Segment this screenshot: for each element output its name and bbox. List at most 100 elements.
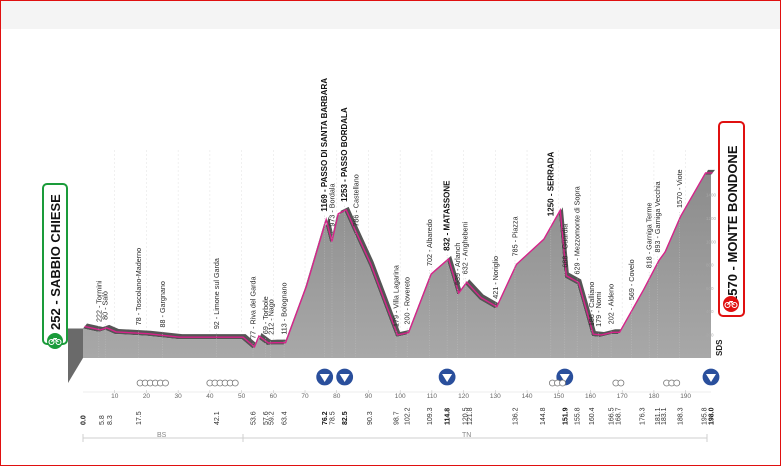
x-tick-label: 70 [301,393,309,400]
location-label: 186 - Calliano [587,282,596,326]
top-band [1,1,780,29]
km-label: 144.8 [540,407,547,425]
km-label: 151.9 [562,407,569,425]
km-label: 188.3 [678,407,685,425]
altitude-scale-tick: 1400 [706,193,717,198]
altitude-scale-tick: 1200 [706,216,717,221]
gpm-marker-arrow [319,374,330,382]
location-label: 421 - Noriglio [491,256,500,299]
location-label: 1250 - SERRADA [546,152,555,217]
km-label: 198.0 [709,407,716,425]
km-label: 181.1 [655,407,662,425]
km-label: 155.8 [575,407,582,425]
km-label: 121.8 [467,407,474,425]
km-label: 195.8 [702,407,709,425]
x-tick-label: 80 [333,393,341,400]
sprint-marker [231,379,239,387]
km-label: 59.2 [268,411,275,425]
location-label: 1253 - PASSO BORDALA [340,107,349,202]
x-tick-label: 100 [395,393,406,400]
x-tick-label: 30 [175,393,183,400]
profile-side-wall [83,169,715,349]
location-label: 113 - Bolognano [280,282,289,334]
altitude-scale-tick: 600 [706,286,714,291]
km-label: 120.5 [463,407,470,425]
km-label: 102.2 [405,407,412,425]
location-label: 92 - Limone sul Garda [212,258,221,329]
altitude-scale-tick: 400 [706,309,714,314]
km-label: 78.5 [329,411,336,425]
x-tick-label: 20 [143,393,151,400]
gpm-marker-arrow [442,374,453,382]
km-label: 176.3 [640,407,647,425]
x-tick-label: 40 [206,393,214,400]
location-label: 88 - Gargnano [158,281,167,327]
location-label: 80 - Salò [101,291,110,320]
location-label: 973 - Bordala [327,184,336,227]
location-label: 832 - MATASSONE [443,180,452,251]
km-label: 160.4 [589,407,596,425]
km-label: 63.4 [282,411,289,425]
location-leaders [98,205,680,358]
km-label: 90.3 [367,411,374,425]
location-label: 569 - Covelo [627,259,636,300]
location-label: 786 - Castellano [351,174,360,226]
province-bar: BS TN [82,432,708,442]
province-tn: TN [462,432,471,439]
gpm-marker-arrow [339,374,350,382]
location-label: 179 - Villa Lagarina [392,265,401,327]
altitude-scale-tick: 200 [706,333,714,338]
gpm-marker-arrow [706,374,716,382]
km-label: 183.1 [661,407,668,425]
location-label: 702 - Albaredo [425,219,434,266]
start-block [68,328,83,383]
location-label: 200 - Rovereto [403,277,412,325]
location-label: 78 - Toscolano-Maderno [134,248,143,325]
sprint-marker [673,379,681,387]
location-label: 539 - Arlanch [453,243,462,285]
sprint-marker [162,379,169,387]
x-tick-label: 180 [648,393,659,400]
altitude-scale: 200 400 600 800 1000 1200 1400 [706,193,717,338]
location-label: 69 - Torbole [261,296,270,334]
location-label: 632 - Anghebeni [461,221,470,274]
km-label: 82.5 [342,411,349,425]
altitude-scale-tick: 1000 [706,239,717,244]
location-label: 893 - Garniga Vecchia [653,181,662,252]
x-tick-label: 190 [680,393,691,400]
x-tick-label: 10 [111,393,119,400]
km-label: 168.7 [616,407,623,425]
sprint-marker [559,379,566,387]
x-tick-label: 110 [427,393,438,400]
x-tick-label: 90 [365,393,373,400]
km-label: 57.6 [263,411,270,425]
x-tick-label: 60 [270,393,278,400]
location-label: 222 - Tormini [94,280,103,322]
location-label: 688 - Guardia [560,224,569,268]
x-tick-label: 130 [490,393,501,400]
sprint-markers [136,379,681,387]
province-bs: BS [157,432,167,439]
km-label: 8.3 [107,415,114,425]
km-labels: 0.0 5.8 8.3 17.5 42.1 53.6 57.659.2 63.4 76.2 78.… [81,407,716,425]
location-label: 179 - Nomi [594,291,603,327]
km-label: 136.2 [512,407,519,425]
x-tick-label: 170 [617,393,628,400]
finish-label: 1570 - MONTE BONDONE [725,145,740,303]
km-label: 42.1 [214,411,221,425]
altitude-scale-tick: 800 [706,263,714,268]
location-label: 77 - Riva del Garda [249,277,258,339]
location-label: 818 - Garniga Terme [645,202,654,268]
km-label: 5.8 [99,415,106,425]
start-badge: 252 - SABBIO CHIESE [42,183,68,349]
x-tick-label: 140 [522,393,533,400]
x-tick-label: 50 [238,393,246,400]
km-label: 166.5 [609,407,616,425]
sprint-marker [617,379,625,387]
gpm-marker-arrow [559,374,570,382]
finish-badge: 1570 - MONTE BONDONE [718,121,745,317]
km-label: 98.7 [394,411,401,425]
start-label: 252 - SABBIO CHIESE [48,194,63,330]
